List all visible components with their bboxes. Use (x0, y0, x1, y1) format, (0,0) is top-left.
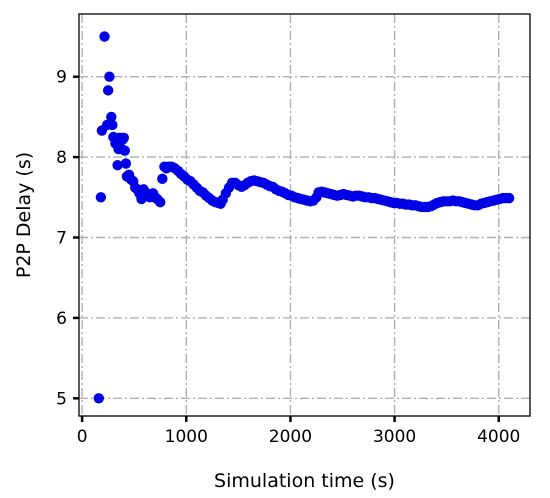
y-tick-label: 8 (56, 148, 67, 168)
data-point (118, 132, 129, 144)
data-point (120, 158, 132, 169)
data-point (95, 192, 107, 203)
data-point (155, 196, 166, 208)
x-axis-label: Simulation time (s) (214, 470, 395, 492)
y-tick-label: 6 (56, 309, 67, 329)
y-axis-label: P2P Delay (s) (13, 152, 35, 278)
grid-lines (79, 14, 530, 416)
data-point (119, 145, 131, 156)
data-point (102, 85, 114, 96)
data-point (112, 159, 123, 171)
data-point (104, 71, 115, 82)
data-point (99, 31, 110, 42)
data-point (157, 173, 168, 185)
tick-labels: 0 1000 2000 3000 4000 5 6 7 8 9 (56, 68, 520, 447)
data-point (107, 119, 118, 131)
data-points (93, 31, 515, 404)
y-tick-label: 9 (56, 68, 67, 88)
plot-frame (78, 13, 531, 417)
x-tick-label: 2000 (269, 427, 312, 447)
x-tick-label: 1000 (165, 427, 208, 447)
y-tick-label: 7 (56, 229, 67, 249)
axes (73, 13, 531, 422)
x-tick-label: 4000 (477, 427, 520, 447)
x-tick-label: 0 (77, 427, 88, 447)
y-tick-label: 5 (56, 389, 67, 409)
data-point (503, 192, 515, 204)
data-point (106, 111, 117, 123)
x-tick-label: 3000 (373, 427, 416, 447)
data-point (93, 393, 104, 404)
